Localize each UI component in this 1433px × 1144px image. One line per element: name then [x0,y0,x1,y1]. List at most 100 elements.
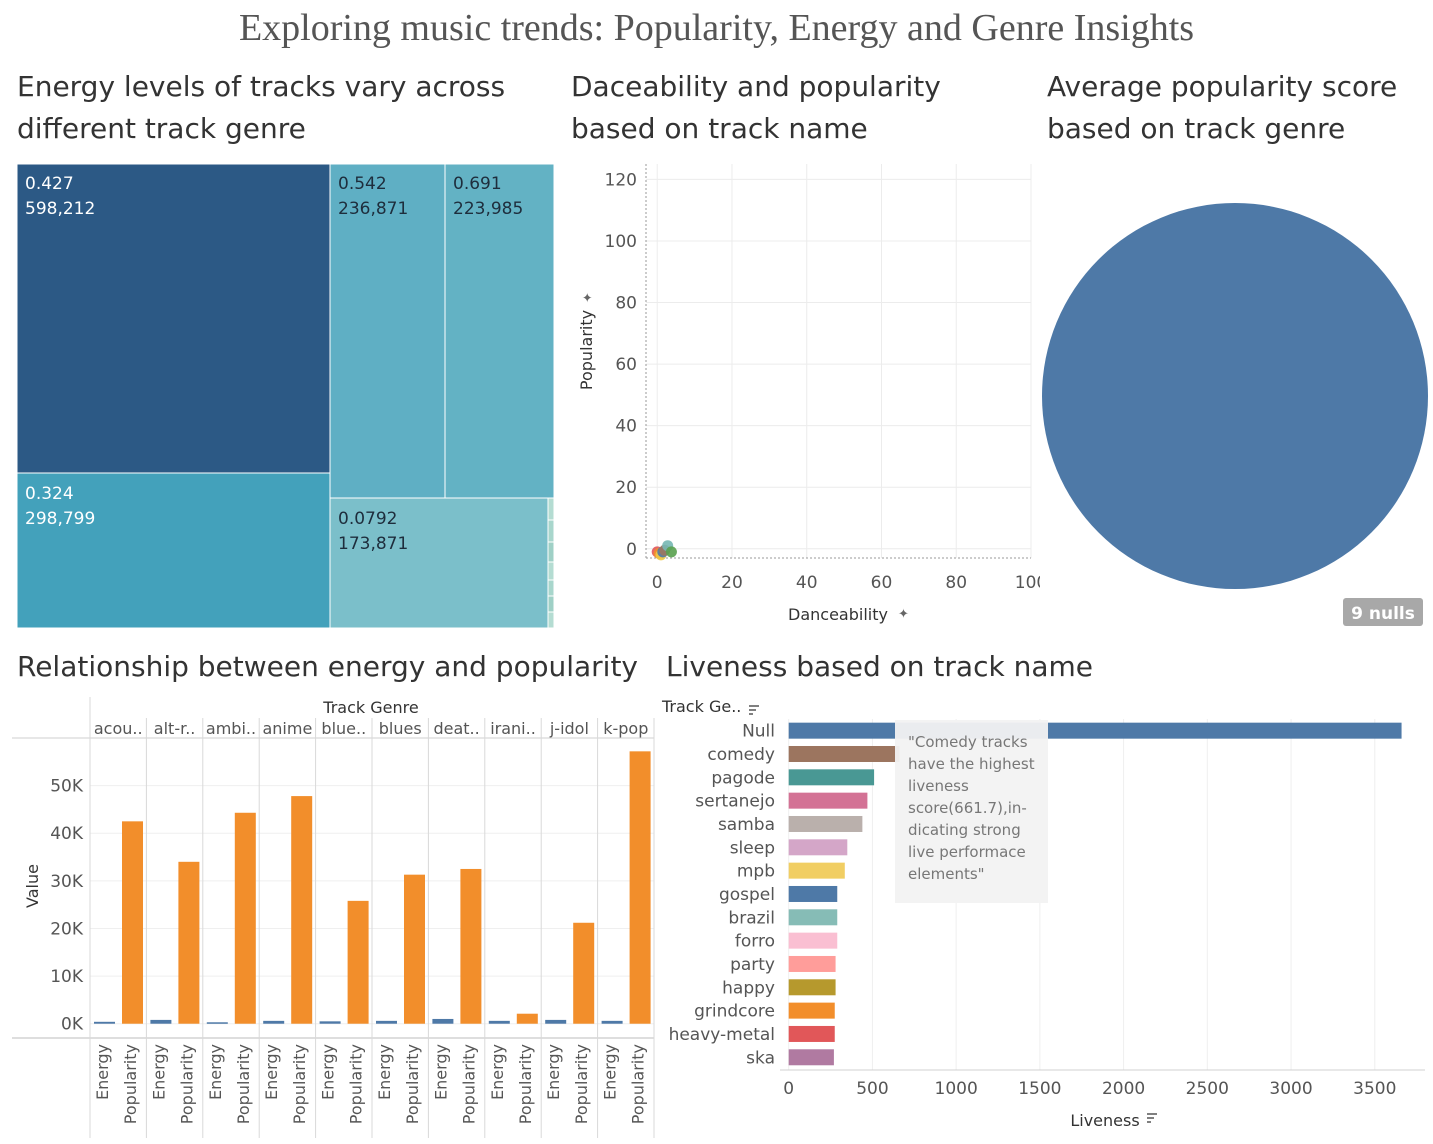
genre-row-label[interactable]: Null [742,722,775,742]
treemap-title: Energy levels of tracks vary across diff… [17,70,506,145]
bar-popularity[interactable] [291,796,313,1024]
value-axis-label[interactable]: Value [23,864,42,908]
liveness-bar[interactable] [788,885,838,902]
scatter-point[interactable] [665,546,677,558]
genre-row-label[interactable]: mpb [737,862,775,882]
genre-header-label[interactable]: k-pop [603,719,648,738]
genre-header-label[interactable]: acou.. [94,719,143,738]
liveness-bar[interactable] [788,839,848,856]
measure-label: Popularity [459,1044,478,1124]
annotation-line: "Comedy tracks [908,733,1028,751]
liveness-bar[interactable] [788,769,875,786]
genre-row-label[interactable]: sleep [730,838,775,858]
bar-energy[interactable] [601,1020,623,1024]
bar-popularity[interactable] [573,922,595,1024]
genre-row-label[interactable]: forro [735,932,775,952]
pie-slice[interactable] [1042,203,1428,589]
genre-row-label[interactable]: ska [746,1048,775,1068]
genre-row-label[interactable]: sertanejo [695,792,775,812]
bar-energy[interactable] [488,1020,510,1024]
x-axis-label: Danceability [788,605,888,624]
annotation-line: score(661.7),in- [908,799,1027,817]
treemap-tile[interactable]: 0.427 598,212 [16,163,331,474]
nulls-indicator[interactable]: 9 nulls [1343,598,1423,626]
y-tick-label: 40 [615,417,637,437]
bar-energy[interactable] [545,1019,567,1024]
x-tick-label: 100 [1015,573,1040,593]
liveness-axis-label: Liveness [1070,1111,1139,1130]
liveness-bar[interactable] [788,1049,834,1066]
genre-row-label[interactable]: brazil [728,908,775,928]
y-axis-title[interactable]: Popularity ✦ [577,292,596,390]
genre-header-label[interactable]: blues [379,719,422,738]
genre-header-label[interactable]: deat.. [433,719,479,738]
measure-label: Energy [149,1044,168,1100]
genre-row-label[interactable]: comedy [707,745,775,765]
bar-energy[interactable] [432,1018,454,1024]
genre-header-label[interactable]: irani.. [490,719,536,738]
bar-energy[interactable] [376,1020,397,1024]
genre-row-label[interactable]: happy [722,978,775,998]
bar-energy[interactable] [319,1021,341,1024]
bar-popularity[interactable] [629,751,651,1024]
measure-label: Energy [319,1044,338,1100]
tile-value2: 223,985 [453,199,523,219]
nulls-label: 9 nulls [1351,604,1415,624]
liveness-bar[interactable] [788,1002,835,1019]
x-tick-label: 40 [796,573,818,593]
genre-row-label[interactable]: pagode [711,768,775,788]
genre-header-label[interactable]: ambi.. [206,719,256,738]
treemap-small-tiles [547,497,555,629]
liveness-bar[interactable] [788,722,1402,739]
bar-popularity[interactable] [122,821,143,1024]
bar-popularity[interactable] [178,861,200,1024]
x-axis-title[interactable]: Danceability ✦ [788,605,909,624]
x-tick-label: 80 [945,573,967,593]
tile-value1: 0.324 [25,484,74,504]
liveness-bar[interactable] [788,932,838,949]
y-tick-label: 0K [61,1015,84,1035]
genre-header-label[interactable]: blue.. [321,719,366,738]
bar-popularity[interactable] [516,1013,538,1024]
tile-value1: 0.542 [338,174,387,194]
bar-popularity[interactable] [234,812,256,1024]
energy-popularity-title: Relationship between energy and populari… [17,650,639,683]
treemap-tile[interactable]: 0.0792 173,871 [329,497,549,629]
treemap-tile[interactable]: 0.691 223,985 [444,163,555,499]
annotation-line: have the highest [908,755,1035,773]
bar-energy[interactable] [263,1020,285,1024]
bar-popularity[interactable] [404,874,425,1024]
genre-row-label[interactable]: gospel [719,885,775,905]
liveness-bar[interactable] [788,792,868,809]
liveness-bar[interactable] [788,745,900,762]
liveness-bar[interactable] [788,979,836,996]
tile-value2: 598,212 [25,199,95,219]
treemap-tile[interactable]: 0.542 236,871 [329,163,446,499]
genre-header-label[interactable]: alt-r.. [154,719,196,738]
annotation-line: dicating strong [908,821,1021,839]
bar-energy[interactable] [94,1021,115,1024]
liveness-title: Liveness based on track name [666,650,1093,683]
x-axis-title[interactable]: Liveness [1070,1111,1157,1130]
row-header[interactable]: Track Ge.. [661,697,759,716]
bar-energy[interactable] [150,1019,172,1024]
bar-energy[interactable] [206,1022,228,1024]
genre-row-label[interactable]: party [730,955,775,975]
genre-header-label[interactable]: j-idol [549,719,589,738]
measure-label: Popularity [347,1044,366,1124]
liveness-bar[interactable] [788,955,836,972]
liveness-bar[interactable] [788,909,838,926]
liveness-bar[interactable] [788,815,863,832]
treemap-tile[interactable]: 0.324 298,799 [16,472,331,629]
bar-popularity[interactable] [460,868,482,1024]
liveness-chart: Track Ge.. Null comedy pagode sertanejo samb… [661,697,1425,1130]
bar-popularity[interactable] [347,900,369,1024]
genre-row-label[interactable]: grindcore [694,1002,775,1022]
liveness-bar[interactable] [788,862,845,879]
measure-label: Energy [375,1044,394,1100]
annotation-box[interactable]: "Comedy tracks have the highest liveness sc… [895,720,1048,903]
liveness-bar[interactable] [788,1025,835,1042]
genre-header-label[interactable]: anime [262,719,312,738]
genre-row-label[interactable]: heavy-metal [669,1025,775,1045]
genre-row-label[interactable]: samba [718,815,775,835]
